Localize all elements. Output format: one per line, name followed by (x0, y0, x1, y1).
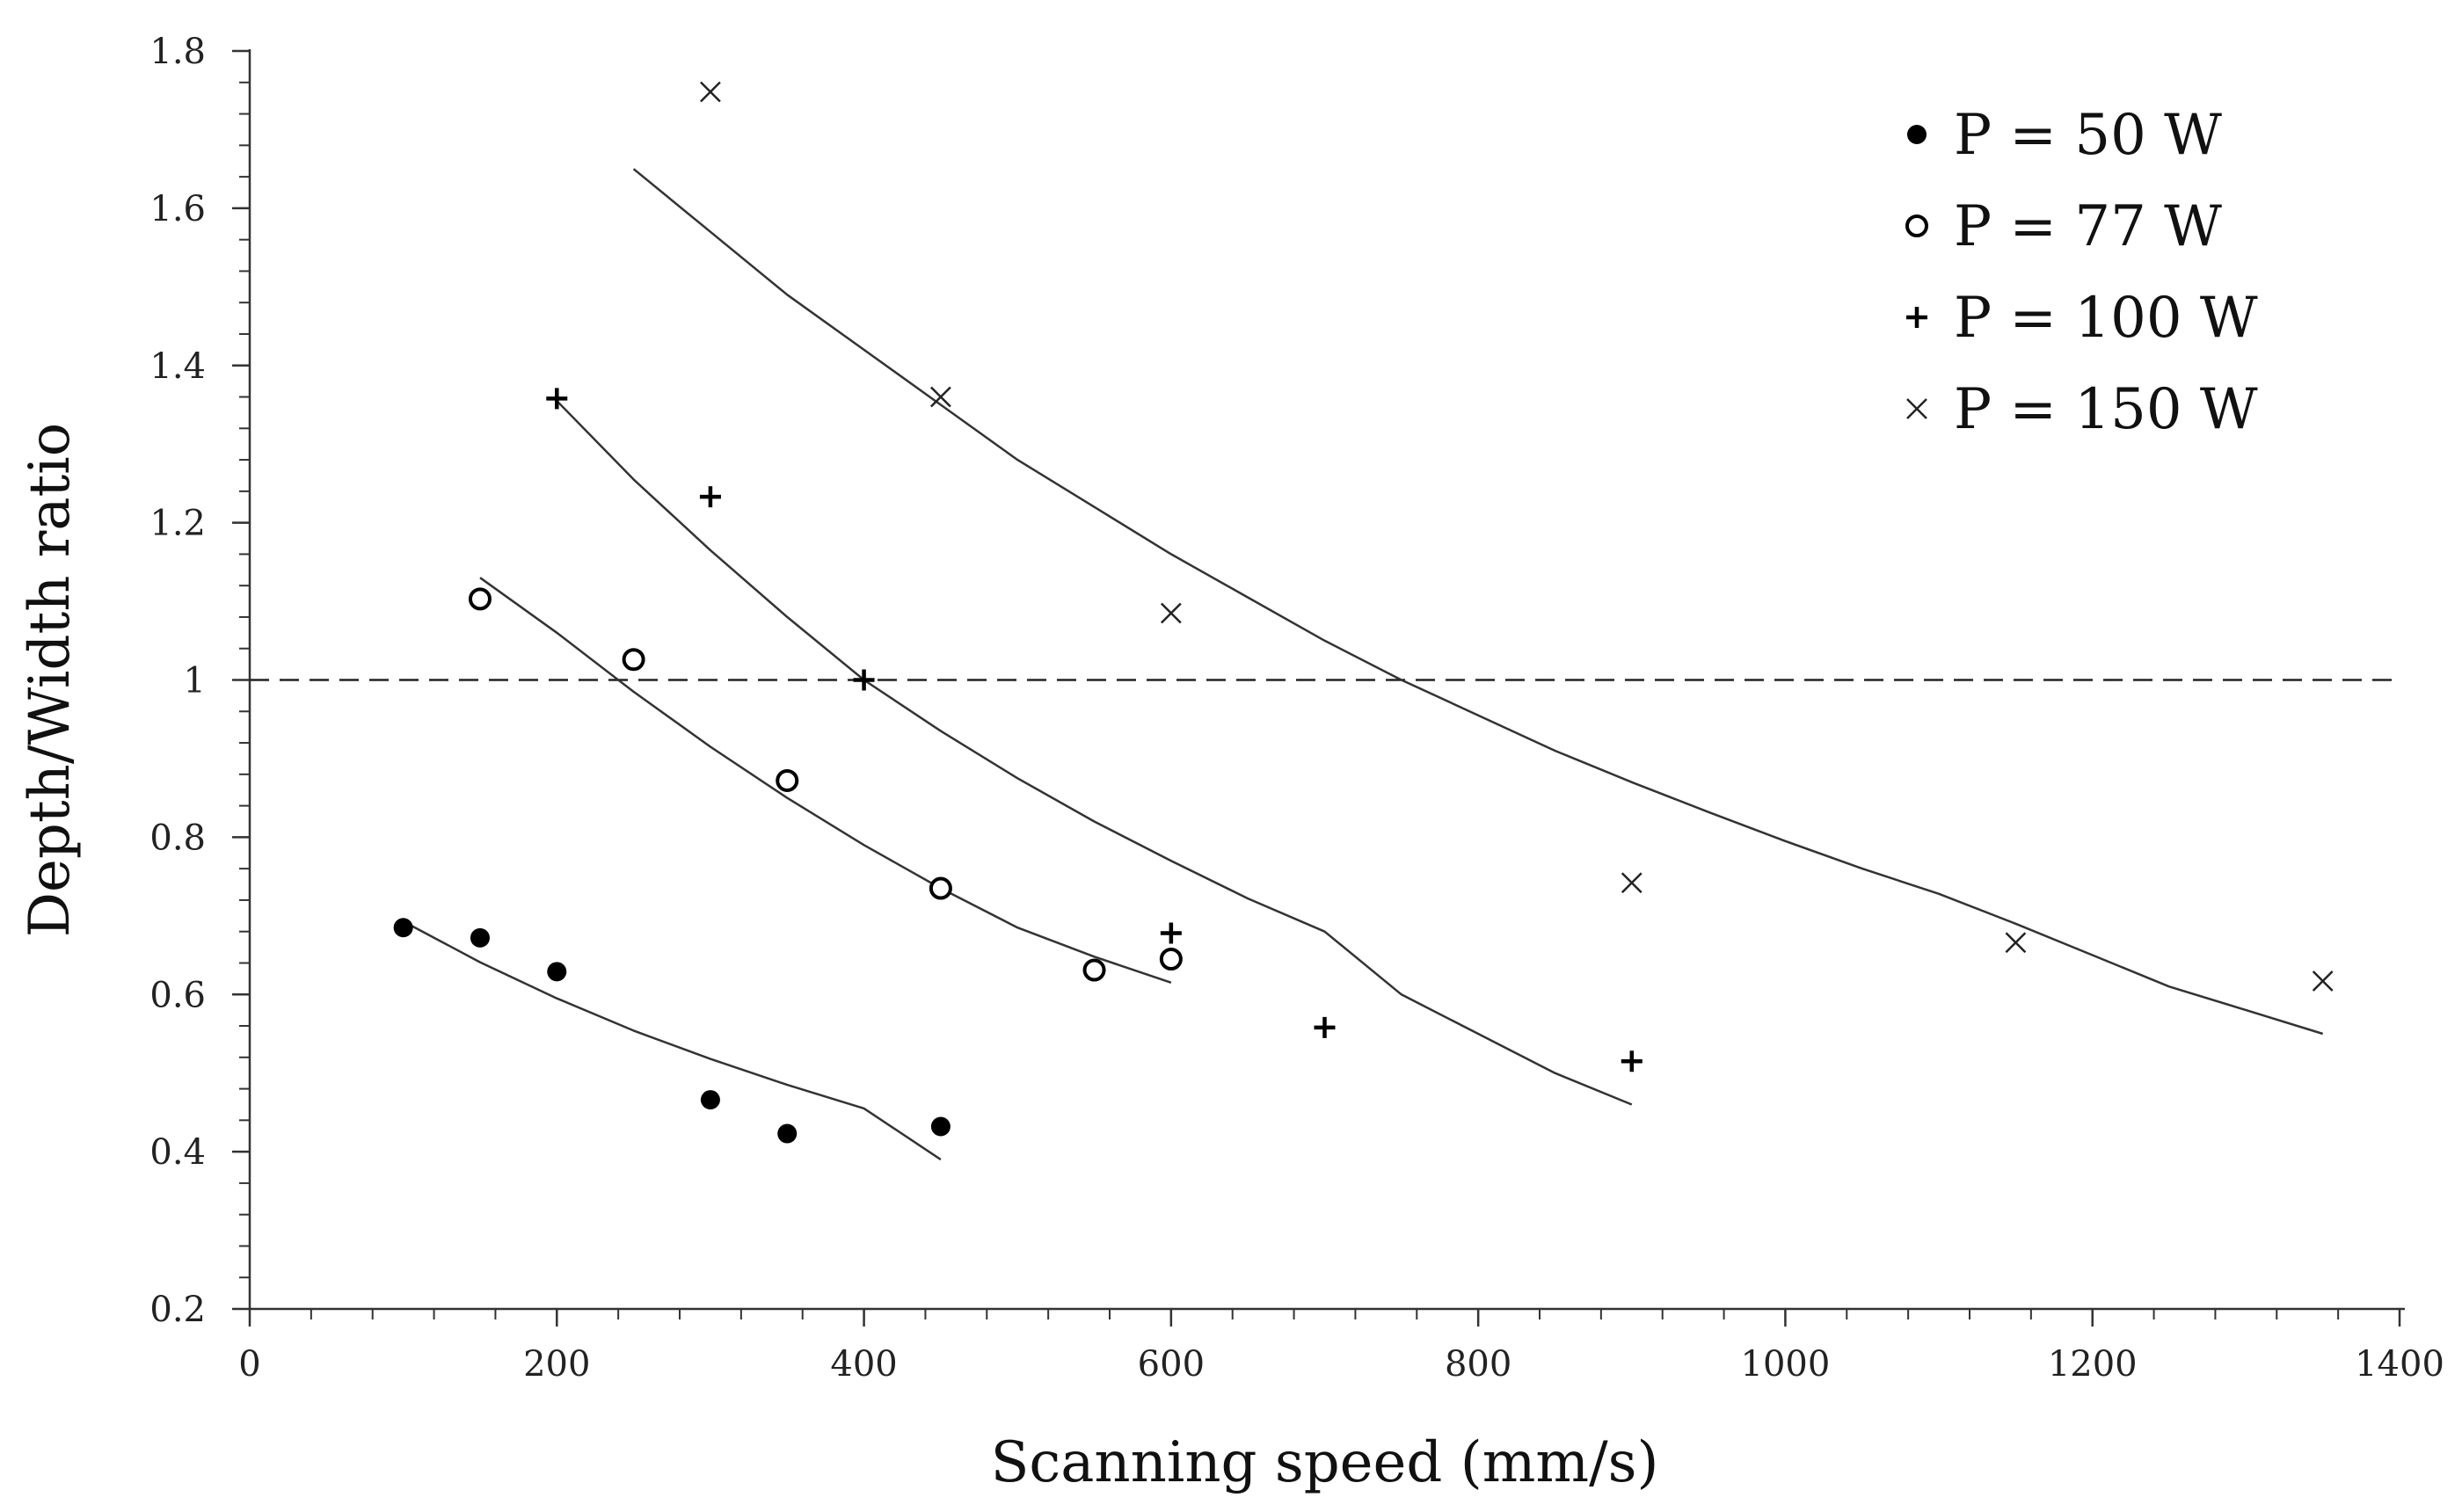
x-tick-label: 600 (1138, 1344, 1205, 1385)
legend-label-2: P = 77 W (1954, 194, 2222, 259)
legend-label-4: P = 150 W (1954, 377, 2258, 442)
data-point-series-2 (776, 768, 799, 792)
trend-line-1 (403, 920, 942, 1161)
legend-marker-3 (1906, 307, 1927, 328)
trend-line-3 (556, 400, 1633, 1106)
data-point-series-3 (1314, 1016, 1336, 1038)
data-point-series-3 (699, 486, 721, 508)
y-tick-label: 1.6 (149, 189, 206, 229)
y-tick-label: 0.4 (149, 1132, 206, 1173)
data-point-series-2 (468, 587, 492, 611)
data-point-series-2 (929, 876, 952, 900)
x-tick-label: 1000 (1741, 1344, 1831, 1385)
data-point-series-2 (1082, 958, 1106, 982)
y-axis-title: Depth/Width ratio (18, 423, 83, 938)
data-point-series-3 (1621, 1050, 1643, 1072)
legend-marker-4 (1906, 398, 1927, 419)
x-tick-label: 200 (523, 1344, 590, 1385)
data-point-series-1 (393, 918, 413, 938)
data-point-series-4 (700, 81, 721, 103)
data-points (393, 81, 2334, 1144)
trend-lines (403, 168, 2324, 1161)
legend-marker-1 (1907, 125, 1927, 144)
y-tick-label: 0.6 (149, 975, 206, 1015)
x-tick-label: 0 (238, 1344, 260, 1385)
data-point-series-4 (2312, 970, 2334, 992)
data-point-series-1 (777, 1123, 798, 1144)
y-tick-label: 1.2 (149, 504, 206, 544)
data-point-series-4 (1621, 872, 1643, 894)
y-tick-label: 1 (184, 661, 206, 701)
y-tick-label: 0.2 (149, 1290, 206, 1330)
y-tick-label: 1.8 (149, 32, 206, 72)
data-point-series-4 (930, 386, 951, 408)
y-tick-label: 0.8 (149, 818, 206, 858)
data-point-series-1 (547, 962, 567, 982)
legend-marker-2 (1905, 214, 1928, 237)
data-point-series-3 (1160, 922, 1182, 944)
data-point-series-2 (1159, 948, 1183, 971)
trend-line-4 (632, 168, 2324, 1036)
x-tick-label: 800 (1445, 1344, 1511, 1385)
data-point-series-1 (930, 1116, 951, 1137)
legend-label-1: P = 50 W (1954, 103, 2222, 168)
x-tick-label: 400 (830, 1344, 897, 1385)
data-point-series-2 (622, 648, 645, 672)
ticks: 0 200 400 600 800 1000 1200 1400 0.2 0.4 0.6 0.8 1 1.… (149, 32, 2444, 1385)
data-point-series-1 (700, 1090, 720, 1110)
y-tick-label: 1.4 (149, 346, 206, 387)
legend-label-3: P = 100 W (1954, 286, 2258, 351)
x-axis-title: Scanning speed (mm/s) (991, 1430, 1659, 1495)
legend: P = 50 W P = 77 W P = 100 W P = 150 W (1905, 103, 2258, 442)
data-point-series-3 (546, 388, 568, 410)
data-point-series-4 (2005, 932, 2027, 954)
data-point-series-4 (1160, 602, 1182, 624)
x-tick-label: 1200 (2048, 1344, 2138, 1385)
trend-line-2 (479, 577, 1172, 984)
data-point-series-3 (853, 669, 875, 691)
data-point-series-1 (470, 927, 490, 948)
x-tick-label: 1400 (2355, 1344, 2444, 1385)
